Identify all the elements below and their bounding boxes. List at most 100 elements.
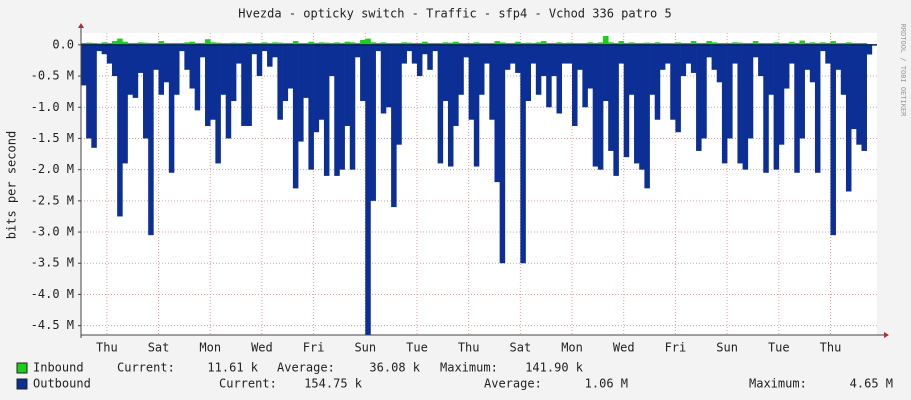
- bar: [143, 44, 149, 139]
- bar: [427, 42, 433, 45]
- bar: [680, 42, 687, 45]
- bar: [473, 44, 480, 167]
- bar: [354, 44, 361, 58]
- bar: [690, 44, 697, 73]
- bar: [298, 42, 304, 45]
- bar: [168, 42, 175, 45]
- bar: [515, 41, 521, 45]
- bar: [277, 42, 283, 45]
- bar: [504, 42, 511, 45]
- bar: [716, 42, 723, 45]
- bar: [272, 42, 278, 45]
- bar: [520, 44, 526, 264]
- bar: [561, 44, 568, 64]
- bar: [318, 44, 325, 120]
- bar: [799, 44, 805, 139]
- bar: [267, 42, 273, 45]
- legend-stat-value: 1.06 M: [585, 377, 628, 391]
- bar: [814, 44, 821, 173]
- bar: [251, 42, 258, 45]
- bar: [86, 44, 92, 139]
- bar: [649, 42, 656, 45]
- bar: [313, 42, 320, 45]
- y-tick-label: -1.0 M: [31, 100, 74, 114]
- bar: [194, 42, 201, 45]
- bar: [163, 42, 170, 45]
- bar: [696, 42, 702, 45]
- bar: [236, 44, 242, 64]
- bar: [225, 44, 232, 139]
- bar: [272, 44, 278, 58]
- bar: [768, 44, 774, 95]
- bar: [592, 42, 599, 45]
- y-tick-label: -3.5 M: [31, 256, 74, 270]
- bar: [80, 44, 87, 86]
- bar: [530, 42, 537, 45]
- bar: [752, 44, 759, 58]
- bar: [80, 42, 87, 45]
- bar: [509, 42, 516, 45]
- bar: [628, 42, 635, 45]
- bar: [127, 44, 134, 95]
- bar: [442, 44, 449, 102]
- legend-stat-value: 154.75 k: [304, 377, 363, 391]
- bar: [711, 42, 718, 45]
- bar: [561, 42, 568, 45]
- bar: [158, 41, 165, 45]
- bar: [339, 44, 345, 170]
- bar: [447, 44, 454, 167]
- bar: [184, 42, 190, 45]
- bar: [851, 42, 857, 45]
- bar: [158, 44, 165, 95]
- bar: [794, 44, 800, 173]
- bar: [721, 42, 728, 45]
- bar: [401, 42, 407, 45]
- legend-label: Inbound: [33, 361, 84, 375]
- bar: [582, 44, 588, 108]
- bar: [613, 42, 619, 45]
- bar: [365, 38, 371, 45]
- bar: [205, 44, 211, 126]
- bar: [174, 44, 180, 95]
- bar: [308, 41, 314, 45]
- bar: [499, 44, 506, 264]
- bar: [215, 42, 221, 45]
- bar: [349, 42, 356, 45]
- bar: [473, 42, 480, 45]
- bar: [768, 42, 774, 45]
- bar: [742, 42, 749, 45]
- bar: [401, 44, 407, 64]
- bar: [639, 42, 645, 45]
- bar: [86, 42, 92, 45]
- bar: [856, 42, 862, 45]
- bar: [199, 44, 206, 58]
- bar: [468, 44, 475, 120]
- bar: [168, 44, 175, 173]
- bar: [385, 44, 392, 108]
- bar: [789, 41, 795, 45]
- bar: [675, 44, 681, 133]
- bar: [592, 44, 599, 167]
- x-tick-label: Mon: [561, 341, 583, 355]
- bar: [163, 44, 170, 83]
- bar: [783, 44, 790, 89]
- bar: [122, 41, 128, 45]
- bar: [101, 42, 108, 45]
- bar: [577, 44, 583, 70]
- bar: [117, 38, 123, 45]
- legend-stat-label: Maximum:: [440, 361, 498, 375]
- bar: [716, 44, 723, 83]
- bar: [809, 42, 816, 45]
- bar: [789, 44, 795, 64]
- bar: [287, 44, 294, 89]
- bar: [416, 44, 423, 77]
- bar: [458, 42, 464, 45]
- y-tick-label: -4.0 M: [31, 287, 74, 301]
- bar: [210, 44, 216, 120]
- bar: [794, 42, 800, 45]
- bar: [194, 44, 201, 111]
- bar: [608, 44, 614, 151]
- bar: [463, 44, 469, 58]
